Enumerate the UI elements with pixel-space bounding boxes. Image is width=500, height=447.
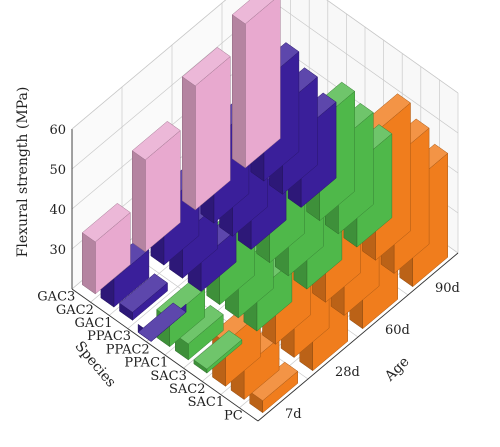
- species-tick-label: SAC2: [169, 382, 206, 397]
- species-tick-label: PPAC1: [124, 356, 168, 371]
- species-tick-label: PC: [224, 408, 243, 423]
- age-tick-label: 28d: [335, 365, 360, 380]
- z-axis-title: Flexural strength (MPa): [15, 87, 31, 258]
- species-tick-label: PPAC2: [106, 342, 150, 357]
- top-frame-right: [326, 0, 459, 94]
- species-axis-line: [71, 288, 259, 422]
- species-tick-label: GAC3: [37, 290, 75, 305]
- bar-SAC2-7d: [119, 273, 168, 321]
- chart-labels: Flexural strength (MPa) Species Age 3040…: [15, 87, 460, 424]
- age-axis-line: [257, 252, 459, 422]
- chart-bars: [81, 0, 449, 414]
- age-axis-title: Age: [381, 354, 412, 385]
- species-tick-label: PPAC3: [87, 329, 131, 344]
- bar-face-top: [249, 361, 299, 402]
- z-tick-label: 30: [49, 243, 66, 258]
- bar-face-top: [181, 46, 231, 87]
- z-tick-label: 60: [49, 123, 66, 138]
- bar-face-top: [193, 330, 243, 370]
- top-frame-left: [71, 0, 227, 130]
- species-tick-label: GAC2: [56, 303, 94, 318]
- bar-face-top: [137, 302, 187, 342]
- bar-face-side: [132, 150, 146, 253]
- bar-PC-60d: [181, 46, 231, 211]
- bar-face-side: [82, 232, 96, 295]
- species-tick-label: SAC1: [188, 395, 225, 410]
- bar-face-top: [119, 273, 168, 313]
- bar-PC-28d: [131, 120, 181, 253]
- bar-face-front: [245, 0, 281, 169]
- age-tick-label: 60d: [385, 323, 410, 338]
- species-tick-label: GAC1: [75, 316, 113, 331]
- bar-PC-90d: [231, 0, 281, 169]
- bar-GAC3-7d: [249, 361, 299, 414]
- z-tick-label: 40: [49, 203, 66, 218]
- age-tick-label: 7d: [285, 407, 302, 422]
- bar-face-side: [182, 76, 196, 211]
- bar-SAC3-7d: [137, 302, 187, 343]
- bar-PC-7d: [81, 202, 131, 295]
- bar-face-side: [232, 14, 246, 169]
- bar-PPAC3-7d: [193, 330, 243, 374]
- species-tick-label: SAC3: [150, 369, 187, 384]
- bar-face-top: [131, 120, 181, 161]
- age-tick-label: 90d: [435, 281, 460, 296]
- bar-face-top: [81, 202, 131, 243]
- z-tick-label: 50: [49, 163, 66, 178]
- bar-face-top: [231, 0, 275, 25]
